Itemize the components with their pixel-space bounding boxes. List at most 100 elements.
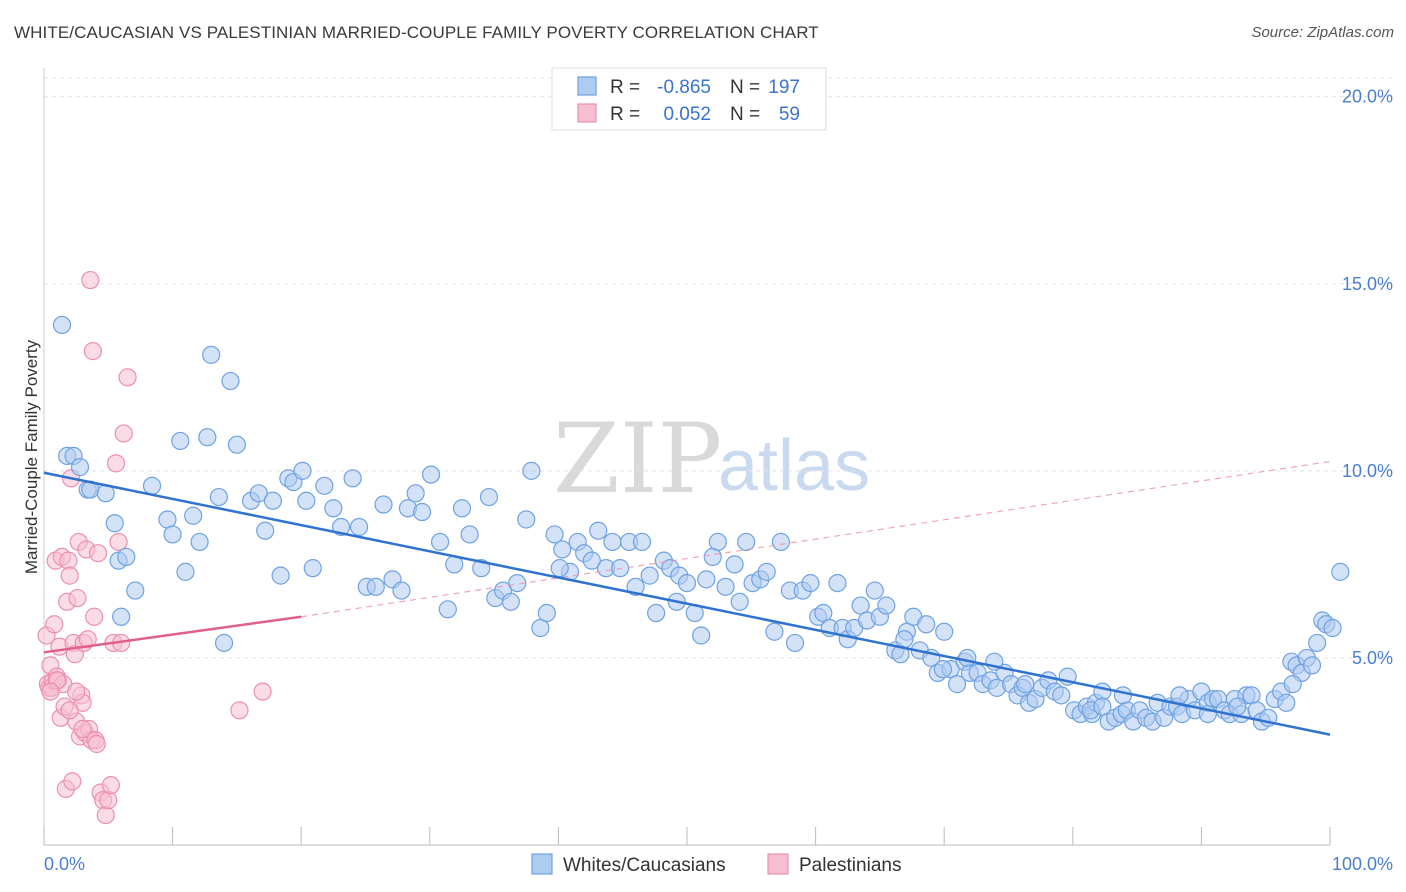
white-point-100 bbox=[801, 573, 820, 593]
white-point-182 bbox=[1302, 656, 1322, 675]
white-point-35 bbox=[315, 476, 334, 495]
white-point-193 bbox=[1170, 686, 1189, 705]
grid-lines bbox=[44, 77, 1393, 659]
white-point-39 bbox=[349, 517, 369, 537]
white-point-183 bbox=[1308, 633, 1327, 653]
palestinian-point-55 bbox=[67, 682, 86, 701]
white-point-78 bbox=[647, 603, 666, 623]
white-point-52 bbox=[452, 499, 472, 518]
white-point-118 bbox=[917, 615, 936, 634]
white-point-72 bbox=[603, 532, 622, 552]
white-point-102 bbox=[814, 603, 833, 623]
white-point-11 bbox=[126, 581, 145, 600]
axes bbox=[43, 68, 1331, 846]
white-point-201 bbox=[1113, 686, 1133, 705]
white-point-38 bbox=[343, 469, 362, 488]
white-point-195 bbox=[1228, 697, 1247, 716]
white-point-59 bbox=[508, 573, 527, 593]
white-point-192 bbox=[1093, 697, 1112, 716]
bottom-legend-swatch-palestinians bbox=[767, 853, 789, 875]
y-tick-label-2: 15.0% bbox=[1342, 274, 1393, 294]
white-point-10 bbox=[117, 547, 136, 567]
white-point-3 bbox=[70, 458, 90, 477]
y-tick-labels: 5.0% 10.0% 15.0% 20.0% bbox=[1342, 87, 1393, 668]
white-point-76 bbox=[632, 532, 652, 552]
white-point-95 bbox=[765, 622, 784, 641]
palestinian-point-51 bbox=[118, 368, 137, 387]
palestinian-point-34 bbox=[81, 270, 100, 290]
palestinians-trend-extension bbox=[301, 460, 1331, 618]
white-point-7 bbox=[105, 514, 124, 533]
palestinian-point-20 bbox=[63, 772, 82, 791]
white-point-46 bbox=[406, 484, 425, 503]
white-point-24 bbox=[227, 435, 246, 454]
palestinian-point-56 bbox=[73, 719, 92, 739]
white-point-77 bbox=[640, 566, 659, 585]
white-point-91 bbox=[737, 532, 756, 552]
white-point-64 bbox=[545, 525, 564, 544]
chart-source: Source: ZipAtlas.com bbox=[1251, 24, 1394, 41]
white-point-112 bbox=[877, 596, 896, 615]
y-tick-label-1: 10.0% bbox=[1342, 461, 1393, 481]
legend-n-value-whites: 197 bbox=[768, 77, 800, 98]
palestinian-point-58 bbox=[253, 682, 272, 701]
legend-r-value-palestinians: 0.052 bbox=[663, 104, 711, 125]
white-point-26 bbox=[249, 484, 268, 503]
white-point-65 bbox=[553, 540, 572, 559]
white-point-123 bbox=[947, 675, 967, 694]
legend-box bbox=[551, 67, 827, 131]
white-point-188 bbox=[958, 648, 977, 668]
palestinian-point-37 bbox=[85, 607, 104, 626]
legend-swatch-whites bbox=[577, 76, 597, 96]
y-tick-label-3: 20.0% bbox=[1342, 87, 1393, 107]
white-point-12 bbox=[142, 476, 162, 495]
watermark-atlas: atlas bbox=[718, 426, 870, 506]
trend-lines bbox=[43, 460, 1331, 736]
white-point-34 bbox=[303, 559, 322, 578]
palestinian-point-54 bbox=[60, 701, 79, 720]
legend-n-value-palestinians: 59 bbox=[779, 104, 800, 125]
white-point-53 bbox=[460, 525, 479, 544]
chart-title: WHITE/CAUCASIAN VS PALESTINIAN MARRIED-C… bbox=[14, 23, 819, 42]
white-point-199 bbox=[933, 660, 953, 679]
white-point-88 bbox=[716, 577, 735, 596]
white-point-196 bbox=[1283, 675, 1302, 694]
white-point-16 bbox=[176, 562, 195, 581]
palestinians-trend-line bbox=[43, 615, 302, 654]
white-point-96 bbox=[771, 532, 790, 552]
palestinians-points bbox=[37, 270, 272, 825]
white-point-177 bbox=[1277, 693, 1296, 712]
white-point-108 bbox=[851, 596, 870, 615]
legend-r-label-palestinians: R = bbox=[610, 104, 640, 125]
white-point-84 bbox=[692, 626, 711, 645]
y-tick-label-0: 5.0% bbox=[1352, 648, 1393, 668]
palestinian-point-39 bbox=[87, 734, 106, 754]
legend-swatch-palestinians bbox=[577, 103, 597, 123]
palestinian-point-40 bbox=[88, 544, 108, 563]
palestinian-point-32 bbox=[78, 630, 97, 649]
white-point-42 bbox=[374, 495, 393, 514]
palestinian-point-44 bbox=[99, 791, 118, 810]
x-tick-label-max: 100.0% bbox=[1332, 854, 1393, 874]
white-point-47 bbox=[412, 502, 432, 522]
white-point-29 bbox=[271, 566, 290, 585]
legend-r-label-whites: R = bbox=[610, 77, 640, 98]
white-point-22 bbox=[214, 633, 234, 653]
white-point-17 bbox=[184, 506, 203, 525]
palestinian-point-36 bbox=[83, 342, 102, 361]
legend-n-label-palestinians: N = bbox=[730, 104, 760, 125]
white-point-121 bbox=[935, 622, 954, 641]
white-point-41 bbox=[366, 577, 385, 596]
white-point-186 bbox=[1323, 618, 1342, 638]
white-point-28 bbox=[263, 491, 283, 510]
palestinian-point-17 bbox=[59, 551, 78, 570]
palestinian-point-47 bbox=[106, 454, 126, 473]
white-point-58 bbox=[501, 592, 520, 611]
white-point-69 bbox=[582, 551, 601, 570]
legend-r-value-whites: -0.865 bbox=[657, 77, 711, 98]
whites-trend-line bbox=[43, 471, 1331, 736]
palestinian-point-53 bbox=[41, 682, 60, 701]
white-point-110 bbox=[865, 581, 884, 600]
white-point-20 bbox=[202, 345, 221, 364]
white-point-98 bbox=[785, 633, 805, 653]
